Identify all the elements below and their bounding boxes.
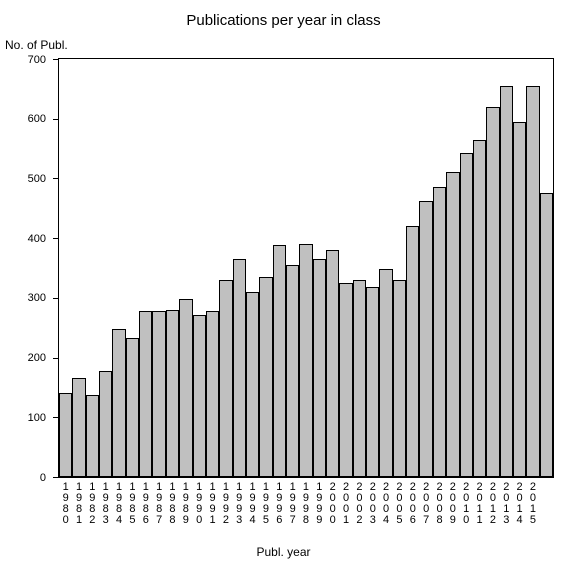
x-tick-label: 2001 (339, 482, 352, 526)
x-tick-label: 1985 (126, 482, 139, 526)
bar (339, 283, 352, 477)
bar (193, 315, 206, 477)
x-tick-label: 2009 (446, 482, 459, 526)
bar (313, 259, 326, 477)
bar (112, 329, 125, 477)
y-tick-label: 100 (0, 412, 46, 424)
x-tick-label: 2004 (379, 482, 392, 526)
bar (86, 395, 99, 477)
y-tick-mark (53, 119, 58, 120)
bar (179, 299, 192, 477)
chart-container: Publications per year in class No. of Pu… (0, 0, 567, 567)
bar (540, 193, 553, 477)
x-tick-label: 1995 (259, 482, 272, 526)
bar (473, 140, 486, 477)
x-tick-label: 2008 (433, 482, 446, 526)
x-tick-label: 2015 (526, 482, 539, 526)
bar (273, 245, 286, 477)
y-tick-mark (53, 178, 58, 179)
chart-title: Publications per year in class (0, 12, 567, 29)
y-tick-label: 300 (0, 292, 46, 304)
bar (366, 287, 379, 477)
bar (486, 107, 499, 477)
x-tick-label: 2011 (473, 482, 486, 526)
x-tick-label: 2000 (326, 482, 339, 526)
x-tick-label: 2005 (393, 482, 406, 526)
plot-area (58, 58, 554, 478)
bar (513, 122, 526, 477)
x-tick-label: 2002 (353, 482, 366, 526)
y-tick-label: 200 (0, 352, 46, 364)
x-tick-label: 2012 (486, 482, 499, 526)
y-tick-mark (53, 59, 58, 60)
x-tick-label: 2010 (460, 482, 473, 526)
bar (500, 86, 513, 477)
bar (526, 86, 539, 477)
bar (139, 311, 152, 477)
bar (219, 280, 232, 477)
x-tick-label: 2013 (500, 482, 513, 526)
bar (126, 338, 139, 477)
bar (326, 250, 339, 477)
bar (233, 259, 246, 477)
y-tick-label: 0 (0, 472, 46, 484)
bar (99, 371, 112, 477)
x-tick-label: 1989 (179, 482, 192, 526)
x-tick-label: 2006 (406, 482, 419, 526)
x-tick-label: 1993 (233, 482, 246, 526)
x-tick-label: 2003 (366, 482, 379, 526)
bar (379, 269, 392, 477)
x-tick-label: 1982 (86, 482, 99, 526)
bar (152, 311, 165, 477)
bar (259, 277, 272, 477)
x-tick-label: 1986 (139, 482, 152, 526)
bar (246, 292, 259, 477)
bar (446, 172, 459, 477)
y-tick-mark (53, 417, 58, 418)
bar (393, 280, 406, 477)
y-tick-mark (53, 358, 58, 359)
y-tick-label: 700 (0, 54, 46, 66)
x-tick-label: 2007 (419, 482, 432, 526)
x-tick-label: 1999 (313, 482, 326, 526)
x-tick-label: 1994 (246, 482, 259, 526)
bar (286, 265, 299, 477)
x-tick-label: 1997 (286, 482, 299, 526)
x-tick-label: 1983 (99, 482, 112, 526)
bar (419, 201, 432, 477)
y-tick-mark (53, 298, 58, 299)
x-tick-label: 1987 (152, 482, 165, 526)
y-tick-mark (53, 238, 58, 239)
bar (166, 310, 179, 477)
bar (59, 393, 72, 477)
x-tick-label: 1996 (273, 482, 286, 526)
x-tick-label: 1990 (193, 482, 206, 526)
y-axis-label: No. of Publ. (5, 38, 68, 52)
x-tick-label: 2014 (513, 482, 526, 526)
x-tick-label: 1981 (72, 482, 85, 526)
x-tick-label: 1992 (219, 482, 232, 526)
x-tick-label: 1980 (59, 482, 72, 526)
y-tick-label: 500 (0, 173, 46, 185)
bar (460, 153, 473, 477)
bar (206, 311, 219, 477)
bar (406, 226, 419, 477)
bar (433, 187, 446, 477)
bar (353, 280, 366, 477)
x-axis-label: Publ. year (0, 545, 567, 559)
x-tick-label: 1984 (112, 482, 125, 526)
y-tick-label: 600 (0, 113, 46, 125)
bar (299, 244, 312, 477)
y-tick-mark (53, 477, 58, 478)
x-tick-label: 1988 (166, 482, 179, 526)
bar (72, 378, 85, 477)
x-tick-label: 1991 (206, 482, 219, 526)
y-tick-label: 400 (0, 233, 46, 245)
x-tick-label: 1998 (299, 482, 312, 526)
